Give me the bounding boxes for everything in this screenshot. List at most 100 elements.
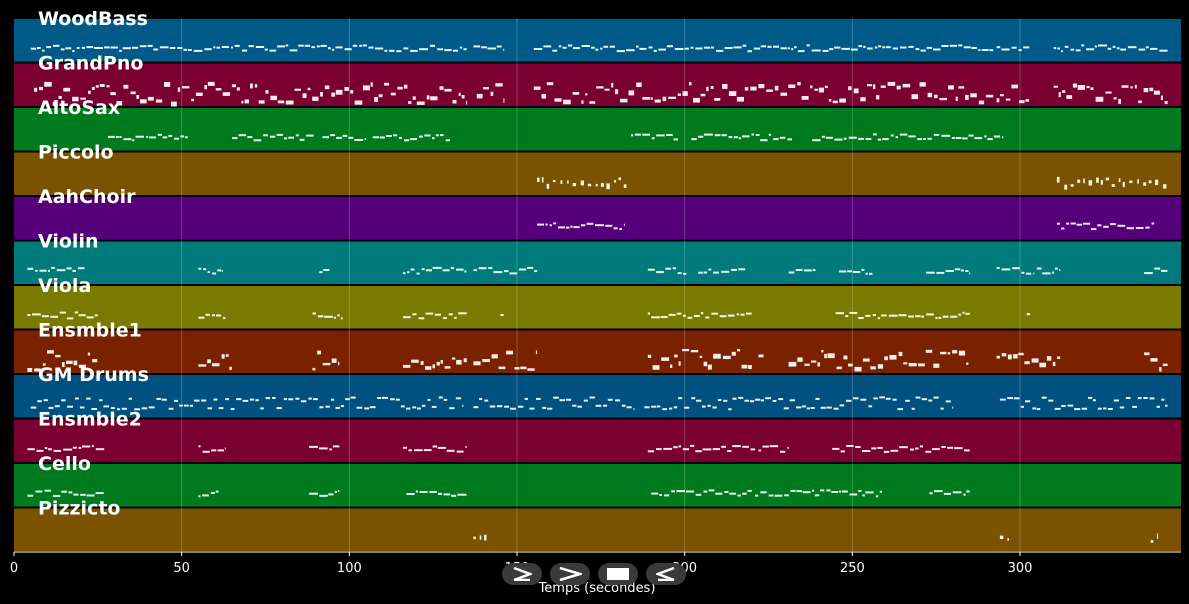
note-mark — [1057, 47, 1060, 50]
note-mark — [1013, 354, 1018, 359]
note-mark — [330, 398, 335, 401]
note-mark — [123, 138, 132, 141]
note-mark — [911, 94, 919, 100]
note-mark — [1074, 408, 1081, 411]
note-mark — [215, 490, 219, 493]
note-mark — [91, 86, 95, 90]
note-mark — [802, 405, 806, 408]
note-mark — [78, 364, 86, 368]
note-mark — [1025, 99, 1030, 102]
note-mark — [727, 314, 735, 317]
note-mark — [803, 269, 812, 272]
note-mark — [668, 313, 676, 316]
note-mark — [1153, 90, 1160, 95]
note-mark — [488, 267, 493, 269]
note-mark — [999, 535, 1004, 539]
note-mark — [1159, 367, 1162, 372]
note-mark — [1105, 91, 1112, 94]
note-mark — [88, 90, 91, 95]
note-mark — [437, 446, 446, 449]
note-mark — [386, 135, 392, 137]
note-mark — [965, 312, 970, 315]
note-mark — [318, 447, 328, 450]
note-mark — [1046, 356, 1052, 361]
note-mark — [503, 48, 505, 51]
note-mark — [324, 85, 330, 90]
fast-forward-button[interactable] — [550, 563, 590, 585]
note-mark — [948, 85, 954, 90]
note-mark — [333, 316, 336, 319]
track-row: Violin — [14, 231, 1181, 284]
note-mark — [429, 491, 437, 493]
note-mark — [500, 314, 504, 316]
note-mark — [524, 397, 528, 400]
note-mark — [755, 134, 760, 136]
note-mark — [258, 100, 265, 104]
rewind-button[interactable] — [646, 563, 686, 585]
note-mark — [317, 315, 324, 318]
track-label: Pizzicto — [38, 498, 120, 520]
note-mark — [689, 82, 692, 86]
note-mark — [157, 133, 162, 136]
note-mark — [342, 134, 348, 137]
note-mark — [778, 398, 784, 401]
note-mark — [194, 399, 200, 402]
note-mark — [1092, 399, 1096, 402]
note-mark — [425, 366, 432, 370]
note-mark — [747, 489, 752, 492]
track-notes — [107, 133, 1004, 142]
stop-button[interactable] — [598, 563, 638, 585]
note-mark — [559, 399, 565, 402]
note-mark — [52, 44, 60, 47]
note-mark — [393, 134, 398, 137]
note-mark — [1138, 48, 1146, 51]
x-tick-label: 300 — [1008, 561, 1033, 576]
note-mark — [751, 133, 754, 136]
note-mark — [410, 49, 418, 52]
note-mark — [787, 47, 790, 50]
note-mark — [722, 355, 731, 360]
note-mark — [603, 45, 608, 48]
note-mark — [1070, 48, 1075, 51]
note-mark — [348, 136, 354, 139]
play-button[interactable] — [502, 563, 542, 585]
note-mark — [1025, 400, 1031, 403]
note-mark — [94, 314, 98, 317]
note-mark — [585, 93, 588, 96]
note-mark — [82, 445, 91, 448]
track-background — [14, 330, 1181, 373]
note-mark — [1061, 405, 1066, 407]
note-mark — [68, 491, 73, 494]
note-mark — [66, 360, 73, 364]
note-mark — [831, 491, 839, 493]
note-mark — [666, 45, 673, 48]
note-mark — [892, 47, 898, 50]
note-mark — [941, 134, 950, 137]
note-mark — [1154, 267, 1161, 270]
note-mark — [896, 85, 901, 90]
note-mark — [66, 267, 72, 270]
note-mark — [682, 349, 690, 352]
note-mark — [1033, 272, 1035, 275]
note-mark — [703, 133, 713, 136]
track-notes — [30, 44, 1168, 53]
note-mark — [232, 137, 238, 140]
note-mark — [719, 315, 727, 318]
note-mark — [810, 407, 815, 409]
note-mark — [738, 396, 744, 399]
note-mark — [724, 47, 733, 49]
note-mark — [419, 48, 428, 51]
note-mark — [496, 405, 503, 408]
note-mark — [103, 405, 109, 408]
note-mark — [1070, 222, 1076, 225]
note-mark — [925, 450, 932, 453]
play-icon — [513, 567, 532, 581]
note-mark — [841, 490, 848, 493]
note-mark — [459, 46, 463, 49]
note-mark — [74, 311, 78, 314]
note-mark — [812, 489, 815, 492]
note-mark — [858, 137, 864, 140]
transport-controls — [502, 563, 686, 585]
note-mark — [236, 398, 242, 401]
